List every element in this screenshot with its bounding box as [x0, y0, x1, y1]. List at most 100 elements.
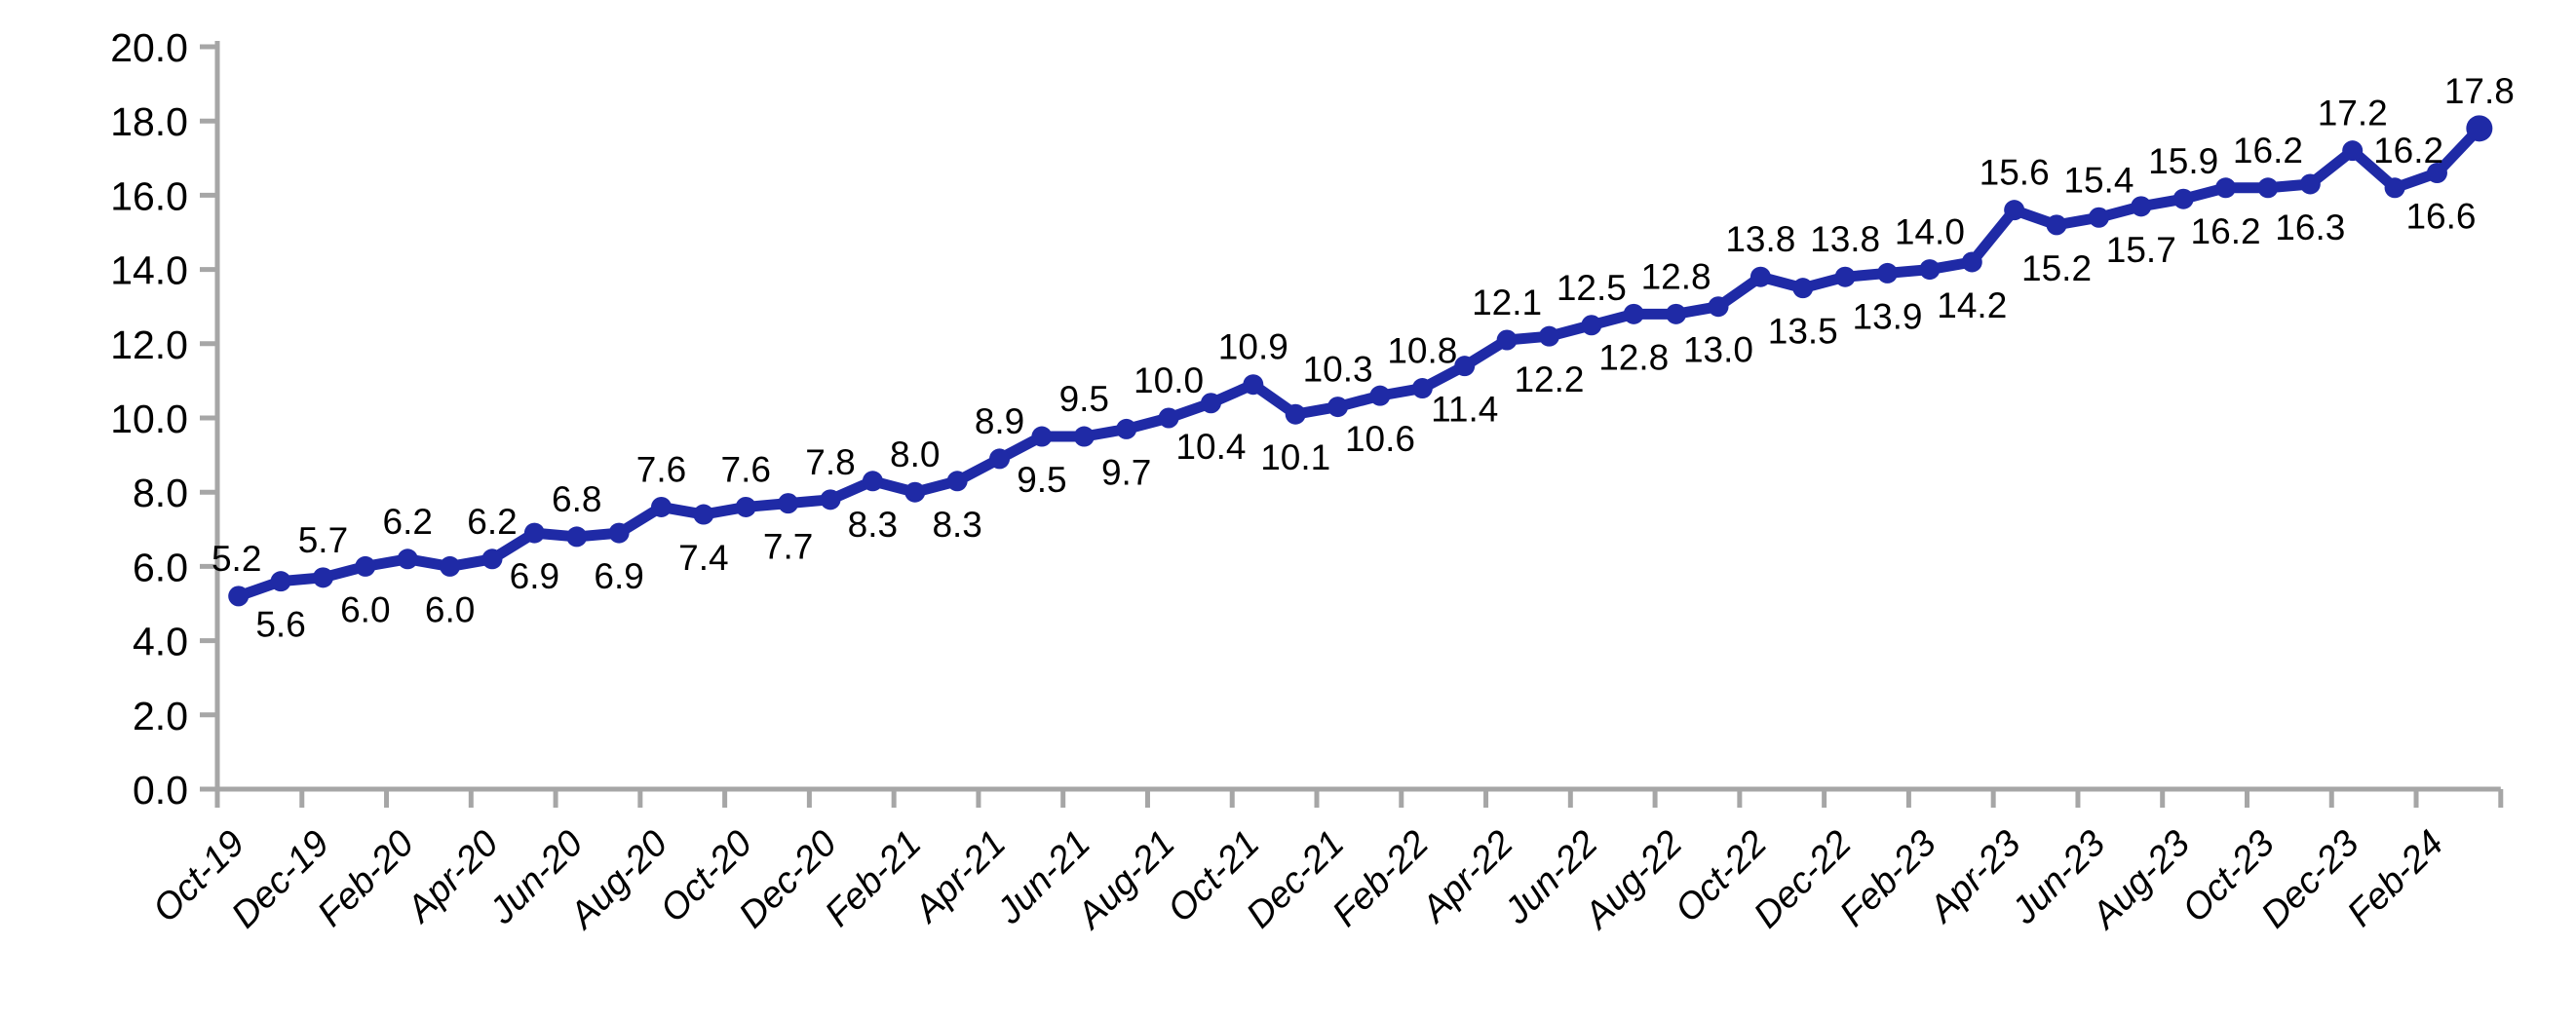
- x-axis-tick-label: Dec-23: [2253, 823, 2366, 936]
- x-axis-tick-label: Apr-21: [905, 823, 1014, 931]
- data-label-Mar-22: 11.4: [1431, 390, 1498, 430]
- data-point-Aug-22[interactable]: [1666, 303, 1687, 324]
- data-point-Jul-21[interactable]: [1116, 418, 1137, 439]
- data-label-May-23: 15.2: [2021, 248, 2092, 288]
- data-point-Jan-23[interactable]: [1877, 262, 1899, 284]
- x-axis-tick-label: Feb-24: [2340, 823, 2452, 935]
- data-point-Nov-19[interactable]: [270, 571, 291, 592]
- y-axis-tick-label: 20.0: [110, 25, 188, 70]
- data-label-Jan-20: 6.0: [340, 589, 390, 629]
- data-point-May-22[interactable]: [1538, 325, 1559, 347]
- data-label-Aug-21: 10.0: [1134, 360, 1204, 400]
- data-label-Jul-20: 6.9: [594, 556, 643, 596]
- data-point-Oct-20[interactable]: [735, 496, 756, 517]
- data-point-May-21[interactable]: [1031, 426, 1053, 447]
- data-label-Dec-23: 17.2: [2318, 94, 2388, 133]
- data-point-Apr-20[interactable]: [481, 548, 503, 570]
- data-label-Mar-21: 8.3: [932, 505, 981, 545]
- data-label-Jul-23: 15.7: [2106, 230, 2176, 270]
- data-point-Feb-20[interactable]: [397, 548, 418, 570]
- data-point-Aug-23[interactable]: [2172, 188, 2194, 209]
- data-point-Oct-23[interactable]: [2257, 177, 2279, 199]
- data-label-Feb-22: 10.8: [1387, 331, 1457, 371]
- data-point-Nov-23[interactable]: [2299, 173, 2321, 195]
- data-point-Nov-20[interactable]: [778, 493, 799, 514]
- y-axis-tick-label: 18.0: [110, 99, 188, 144]
- data-point-Feb-23[interactable]: [1919, 259, 1941, 281]
- data-label-May-20: 6.9: [510, 556, 559, 596]
- data-point-Apr-21[interactable]: [989, 448, 1011, 470]
- data-label-Nov-20: 7.7: [763, 527, 813, 567]
- data-point-Jul-20[interactable]: [608, 522, 630, 544]
- data-point-Sep-22[interactable]: [1708, 296, 1729, 318]
- data-label-Nov-21: 10.1: [1260, 437, 1330, 477]
- data-label-Jan-23: 13.9: [1853, 296, 1923, 336]
- data-point-Dec-20[interactable]: [820, 489, 841, 510]
- data-point-Mar-23[interactable]: [1961, 251, 1982, 273]
- data-label-May-21: 9.5: [1017, 460, 1066, 500]
- data-label-Feb-20: 6.2: [383, 502, 433, 542]
- data-label-Oct-21: 10.9: [1218, 327, 1288, 367]
- data-point-Dec-22[interactable]: [1834, 266, 1856, 287]
- data-point-Feb-21[interactable]: [904, 481, 926, 503]
- data-label-Sep-23: 16.2: [2191, 211, 2261, 251]
- data-label-Oct-19: 5.2: [211, 539, 261, 579]
- data-point-Mar-21[interactable]: [946, 471, 968, 492]
- data-point-Dec-23[interactable]: [2342, 140, 2364, 162]
- data-point-Jun-21[interactable]: [1073, 426, 1095, 447]
- data-point-Sep-23[interactable]: [2215, 177, 2237, 199]
- data-point-Nov-21[interactable]: [1285, 403, 1306, 425]
- data-point-Jun-22[interactable]: [1581, 315, 1602, 336]
- data-label-Jun-22: 12.5: [1557, 268, 1627, 308]
- data-point-Mar-22[interactable]: [1454, 356, 1476, 377]
- data-point-Jan-22[interactable]: [1369, 385, 1391, 406]
- data-label-Jun-21: 9.5: [1059, 379, 1109, 419]
- data-point-Feb-24[interactable]: [2426, 163, 2447, 184]
- data-label-Apr-20: 6.2: [467, 502, 517, 542]
- data-point-Mar-24[interactable]: [2466, 115, 2493, 142]
- data-point-Aug-20[interactable]: [651, 496, 672, 517]
- data-point-Feb-22[interactable]: [1411, 378, 1433, 399]
- data-point-Nov-22[interactable]: [1792, 278, 1814, 299]
- y-axis-tick-label: 4.0: [133, 620, 188, 664]
- data-label-Aug-23: 15.9: [2148, 141, 2218, 181]
- data-point-Oct-22[interactable]: [1749, 266, 1771, 287]
- data-label-Feb-23: 14.0: [1895, 212, 1965, 252]
- data-point-Mar-20[interactable]: [440, 555, 461, 577]
- data-point-Jul-23[interactable]: [2131, 196, 2152, 217]
- y-axis-tick-label: 8.0: [133, 471, 188, 515]
- y-axis-tick-label: 10.0: [110, 397, 188, 441]
- data-point-Jan-21[interactable]: [862, 471, 883, 492]
- data-point-Oct-21[interactable]: [1243, 374, 1264, 396]
- data-point-Jan-20[interactable]: [355, 555, 376, 577]
- data-point-Jul-22[interactable]: [1623, 303, 1644, 324]
- data-point-Dec-21[interactable]: [1327, 397, 1349, 418]
- data-point-Apr-23[interactable]: [2004, 200, 2025, 221]
- y-axis-tick-label: 2.0: [133, 694, 188, 738]
- data-point-Sep-21[interactable]: [1200, 393, 1221, 414]
- data-point-Jun-20[interactable]: [566, 526, 588, 548]
- data-label-Feb-21: 8.0: [890, 435, 940, 474]
- data-point-Jun-23[interactable]: [2088, 207, 2109, 228]
- data-label-Mar-24: 17.8: [2444, 71, 2515, 111]
- x-axis-tick-label: Dec-22: [1747, 823, 1860, 936]
- data-point-May-20[interactable]: [523, 522, 545, 544]
- y-axis-tick-label: 0.0: [133, 768, 188, 813]
- x-axis-tick-label: Dec-19: [224, 823, 337, 936]
- y-axis-tick-label: 16.0: [110, 173, 188, 218]
- data-label-Sep-22: 13.0: [1683, 330, 1753, 370]
- data-point-Jan-24[interactable]: [2384, 177, 2405, 199]
- data-label-Feb-24: 16.6: [2405, 197, 2476, 237]
- data-point-May-23[interactable]: [2046, 214, 2067, 236]
- data-label-Sep-21: 10.4: [1175, 427, 1246, 467]
- data-point-Apr-22[interactable]: [1496, 329, 1518, 351]
- data-point-Sep-20[interactable]: [693, 504, 714, 525]
- data-label-Oct-22: 13.8: [1725, 219, 1795, 259]
- data-label-Apr-21: 8.9: [975, 401, 1024, 441]
- data-point-Oct-19[interactable]: [228, 586, 250, 607]
- data-point-Dec-19[interactable]: [312, 567, 333, 588]
- data-point-Aug-21[interactable]: [1158, 407, 1179, 429]
- data-label-Mar-23: 14.2: [1937, 285, 2007, 325]
